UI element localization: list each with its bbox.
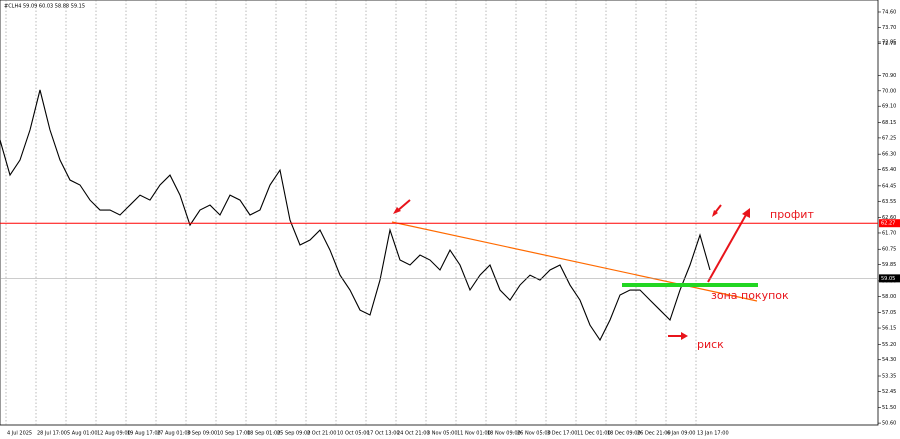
risk-label: риск — [697, 338, 724, 351]
arrow-head — [712, 210, 718, 217]
y-tick-label: 62.60 — [882, 215, 896, 221]
y-tick-label: 74.60 — [882, 9, 896, 15]
y-tick-label: 70.00 — [882, 88, 896, 94]
arrow-head — [393, 207, 401, 214]
y-tick-label: 64.45 — [882, 183, 896, 189]
y-tick-label: 52.45 — [882, 389, 896, 395]
x-tick-label: 4 Jul 2025 — [7, 431, 32, 437]
x-tick-label: 17 Oct 13:00 — [367, 431, 400, 437]
profit-label: профит — [770, 208, 814, 221]
price-line-series — [0, 89, 711, 342]
y-tick-label: 51.50 — [882, 405, 896, 411]
y-tick-label: 50.60 — [882, 421, 896, 427]
x-tick-label: 3 Nov 05:00 — [427, 431, 458, 437]
x-tick-label: 26 Dec 21:00 — [637, 431, 671, 437]
y-tick-label: 57.05 — [882, 310, 896, 316]
x-tick-label: 28 Jul 17:00 — [37, 431, 67, 437]
y-tick-label: 59.85 — [882, 262, 896, 268]
y-tick-label: 68.15 — [882, 120, 896, 126]
arrow-head — [681, 332, 688, 340]
x-tick-label: 24 Oct 21:00 — [397, 431, 430, 437]
x-tick-label: 27 Aug 01:00 — [157, 431, 191, 437]
buy-zone — [622, 283, 758, 287]
y-tick-label: 65.40 — [882, 167, 896, 173]
x-tick-label: 6 Jan 09:00 — [667, 431, 695, 437]
header: #CLH4 59.09 60.03 58.88 59.15 — [4, 4, 85, 10]
x-tick-label: 18 Dec 09:00 — [607, 431, 641, 437]
x-tick-label: 5 Aug 01:00 — [67, 431, 98, 437]
y-tick-label: 72.85 — [882, 39, 896, 45]
x-tick-label: 18 Nov 09:00 — [487, 431, 521, 437]
trend-line — [391, 221, 758, 302]
series — [0, 89, 711, 342]
grid — [5, 0, 881, 425]
x-tick-label: 2 Oct 21:00 — [307, 431, 336, 437]
x-tick-label: 12 Aug 09:00 — [97, 431, 131, 437]
y-tick-label: 55.20 — [882, 342, 896, 348]
arrow-head — [742, 208, 750, 218]
y-tick-label: 56.15 — [882, 326, 896, 332]
y-tick-label: 72.75 — [882, 41, 896, 47]
y-tick-label: 70.90 — [882, 73, 896, 79]
x-tick-label: 13 Jan 17:00 — [697, 431, 729, 437]
y-tick-label: 73.70 — [882, 25, 896, 31]
y-tick-label: 67.25 — [882, 135, 896, 141]
y-tick-label: 69.10 — [882, 104, 896, 110]
x-tick-label: 19 Aug 17:00 — [127, 431, 161, 437]
buy-zone-label: зона покупок — [711, 289, 789, 302]
level-tag — [879, 219, 900, 228]
y-tick-label: 54.30 — [882, 357, 896, 363]
x-tick-label: 11 Nov 01:00 — [457, 431, 491, 437]
price-tag — [879, 274, 900, 283]
x-tick-label: 11 Dec 01:00 — [577, 431, 611, 437]
y-tick-label: 58.00 — [882, 294, 896, 300]
price-label: 59.05 — [881, 276, 895, 282]
arrow — [707, 212, 748, 283]
x-tick-label: 3 Dec 17:00 — [547, 431, 577, 437]
x-tick-label: 25 Sep 09:00 — [277, 431, 310, 437]
y-tick-label: 63.55 — [882, 199, 896, 205]
x-tick-label: 10 Sep 17:00 — [217, 431, 250, 437]
x-tick-label: 10 Oct 05:00 — [337, 431, 370, 437]
y-tick-label: 61.70 — [882, 230, 896, 236]
y-tick-label: 53.35 — [882, 374, 896, 380]
y-tick-label: 60.75 — [882, 247, 896, 253]
y-tick-label: 66.30 — [882, 152, 896, 158]
plot-frame — [0, 0, 879, 426]
x-tick-label: 26 Nov 05:00 — [517, 431, 551, 437]
x-tick-label: 18 Sep 01:00 — [247, 431, 280, 437]
level-label: 62.27 — [881, 221, 895, 227]
x-tick-label: 3 Sep 09:00 — [187, 431, 217, 437]
